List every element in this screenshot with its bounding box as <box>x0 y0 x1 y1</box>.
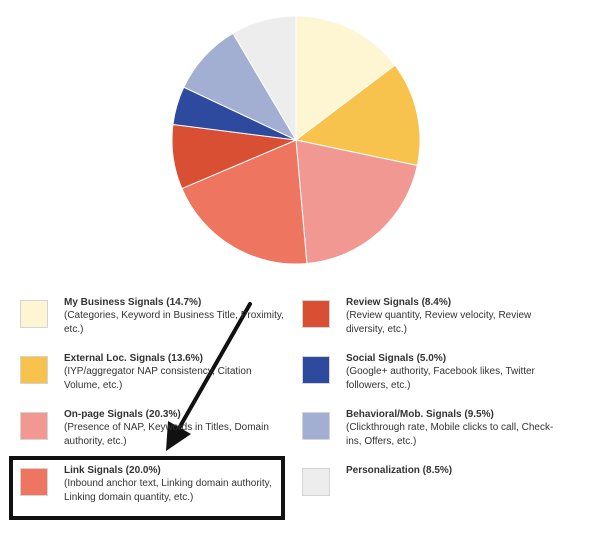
legend-description: (IYP/aggregator NAP consistency, Citatio… <box>64 366 252 391</box>
legend-label: Link Signals (20.0%) <box>64 465 161 476</box>
pie-slices <box>171 15 421 265</box>
legend-label: External Loc. Signals (13.6%) <box>64 353 203 364</box>
legend-description: (Review quantity, Review velocity, Revie… <box>346 310 532 335</box>
legend-swatch <box>20 412 48 440</box>
legend-label: My Business Signals (14.7%) <box>64 297 202 308</box>
pie-slice-external-loc-signals <box>294 64 421 167</box>
legend-description: (Google+ authority, Facebook likes, Twit… <box>346 366 535 391</box>
pie-slice-link-signals <box>181 139 308 265</box>
legend-label: On-page Signals (20.3%) <box>64 409 181 420</box>
pie-slice-personalization <box>232 15 297 142</box>
highlight-box <box>9 456 285 520</box>
legend-swatch <box>302 300 330 328</box>
pie-slice-on-page-signals <box>295 139 418 265</box>
legend-description: (Presence of NAP, Keywords in Titles, Do… <box>64 422 269 447</box>
legend-swatch <box>20 468 48 496</box>
legend-label: Behavioral/Mob. Signals (9.5%) <box>346 409 494 420</box>
legend-label: Personalization (8.5%) <box>346 465 453 476</box>
legend-swatch <box>302 412 330 440</box>
legend-swatch <box>20 356 48 384</box>
legend-label: Review Signals (8.4%) <box>346 297 452 308</box>
legend-description: (Categories, Keyword in Business Title, … <box>64 310 284 335</box>
legend-swatch <box>302 356 330 384</box>
legend-swatch <box>302 468 330 496</box>
pie-slice-my-business-signals <box>295 15 396 142</box>
pointer-arrow-icon <box>166 302 252 451</box>
legend-label: Social Signals (5.0%) <box>346 353 447 364</box>
legend-swatch <box>20 300 48 328</box>
legend-description: (Clickthrough rate, Mobile clicks to cal… <box>346 422 554 447</box>
legend-description: (Inbound anchor text, Linking domain aut… <box>64 478 272 503</box>
